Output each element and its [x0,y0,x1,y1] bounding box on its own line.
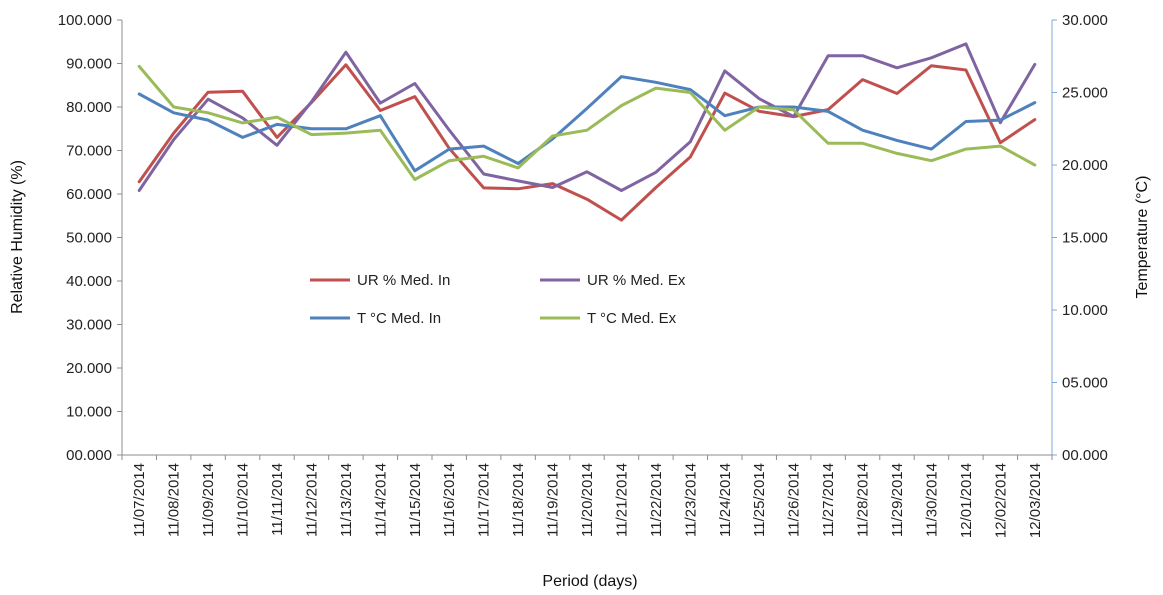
x-axis-tick-label: 11/20/2014 [579,463,596,537]
x-axis-tick-label: 11/10/2014 [235,463,252,537]
x-axis-tick-label: 11/07/2014 [131,463,148,537]
x-axis-tick-label: 11/29/2014 [889,463,906,537]
right-axis-tick-label: 10.000 [1062,302,1108,319]
legend-label: T °C Med. In [357,310,441,327]
x-axis-tick-label: 11/15/2014 [407,463,424,537]
left-axis-tick-label: 30.000 [66,317,112,334]
left-axis-tick-label: 20.000 [66,360,112,377]
left-axis-tick-label: 40.000 [66,273,112,290]
right-axis-tick-label: 20.000 [1062,157,1108,174]
x-axis-tick-label: 11/28/2014 [855,463,872,537]
x-axis-tick-label: 11/17/2014 [476,463,493,537]
x-axis-tick-label: 11/22/2014 [648,463,665,537]
x-axis-tick-label: 11/21/2014 [613,463,630,537]
x-axis-tick-label: 12/01/2014 [958,463,975,538]
x-axis-tick-label: 11/12/2014 [303,463,320,537]
series-line-3 [137,75,1037,173]
x-axis-tick-label: 11/08/2014 [166,463,183,537]
left-axis-tick-label: 50.000 [66,230,112,247]
x-axis-tick-label: 11/23/2014 [682,463,699,537]
x-axis-tick-label: 11/09/2014 [200,463,217,537]
legend: UR % Med. In UR % Med. Ex T °C Med. In T °C… [310,272,686,327]
x-axis-tick-label: 11/25/2014 [751,463,768,537]
series-line-2 [137,42,1037,192]
right-axis-tick-label: 30.000 [1062,12,1108,29]
right-axis-tick-label: 00.000 [1062,447,1108,464]
legend-label: UR % Med. In [357,272,450,289]
x-axis-tick-label: 11/11/2014 [269,463,286,536]
left-axis-tick-label: 10.000 [66,404,112,421]
x-axis-tick-label: 11/16/2014 [441,463,458,537]
legend-label: T °C Med. Ex [587,310,677,327]
left-axis-tick-label: 80.000 [66,99,112,116]
right-axis-tick-label: 05.000 [1062,375,1108,392]
legend-label: UR % Med. Ex [587,272,686,289]
x-axis-tick-label: 11/27/2014 [820,463,837,537]
left-axis-tick-label: 90.000 [66,56,112,73]
x-axis-tick-label: 12/03/2014 [1027,463,1044,538]
x-axis-title: Period (days) [542,573,637,590]
left-axis-tick-label: 70.000 [66,143,112,160]
right-axis-tick-label: 25.000 [1062,85,1108,102]
left-axis-tick-label: 100.000 [58,12,112,29]
x-axis-tick-label: 11/19/2014 [545,463,562,537]
x-axis-tick-label: 11/14/2014 [372,463,389,537]
left-axis-tick-label: 00.000 [66,447,112,464]
x-axis-tick-label: 11/26/2014 [786,463,803,537]
right-axis-title: Temperature (°C) [1134,176,1151,299]
x-axis-tick-label: 11/18/2014 [510,463,527,537]
series-line-4 [137,64,1037,181]
left-axis-tick-label: 60.000 [66,186,112,203]
x-axis-tick-label: 11/24/2014 [717,463,734,537]
x-axis-tick-label: 11/13/2014 [338,463,355,537]
right-axis-tick-label: 15.000 [1062,230,1108,247]
left-axis-title: Relative Humidity (%) [9,160,26,314]
x-axis-tick-label: 12/02/2014 [992,463,1009,538]
axes-layer: 00.000 10.000 20.000 30.000 40.000 50.000 60.0… [58,12,1108,538]
series-layer [137,42,1037,222]
x-axis-tick-label: 11/30/2014 [923,463,940,537]
